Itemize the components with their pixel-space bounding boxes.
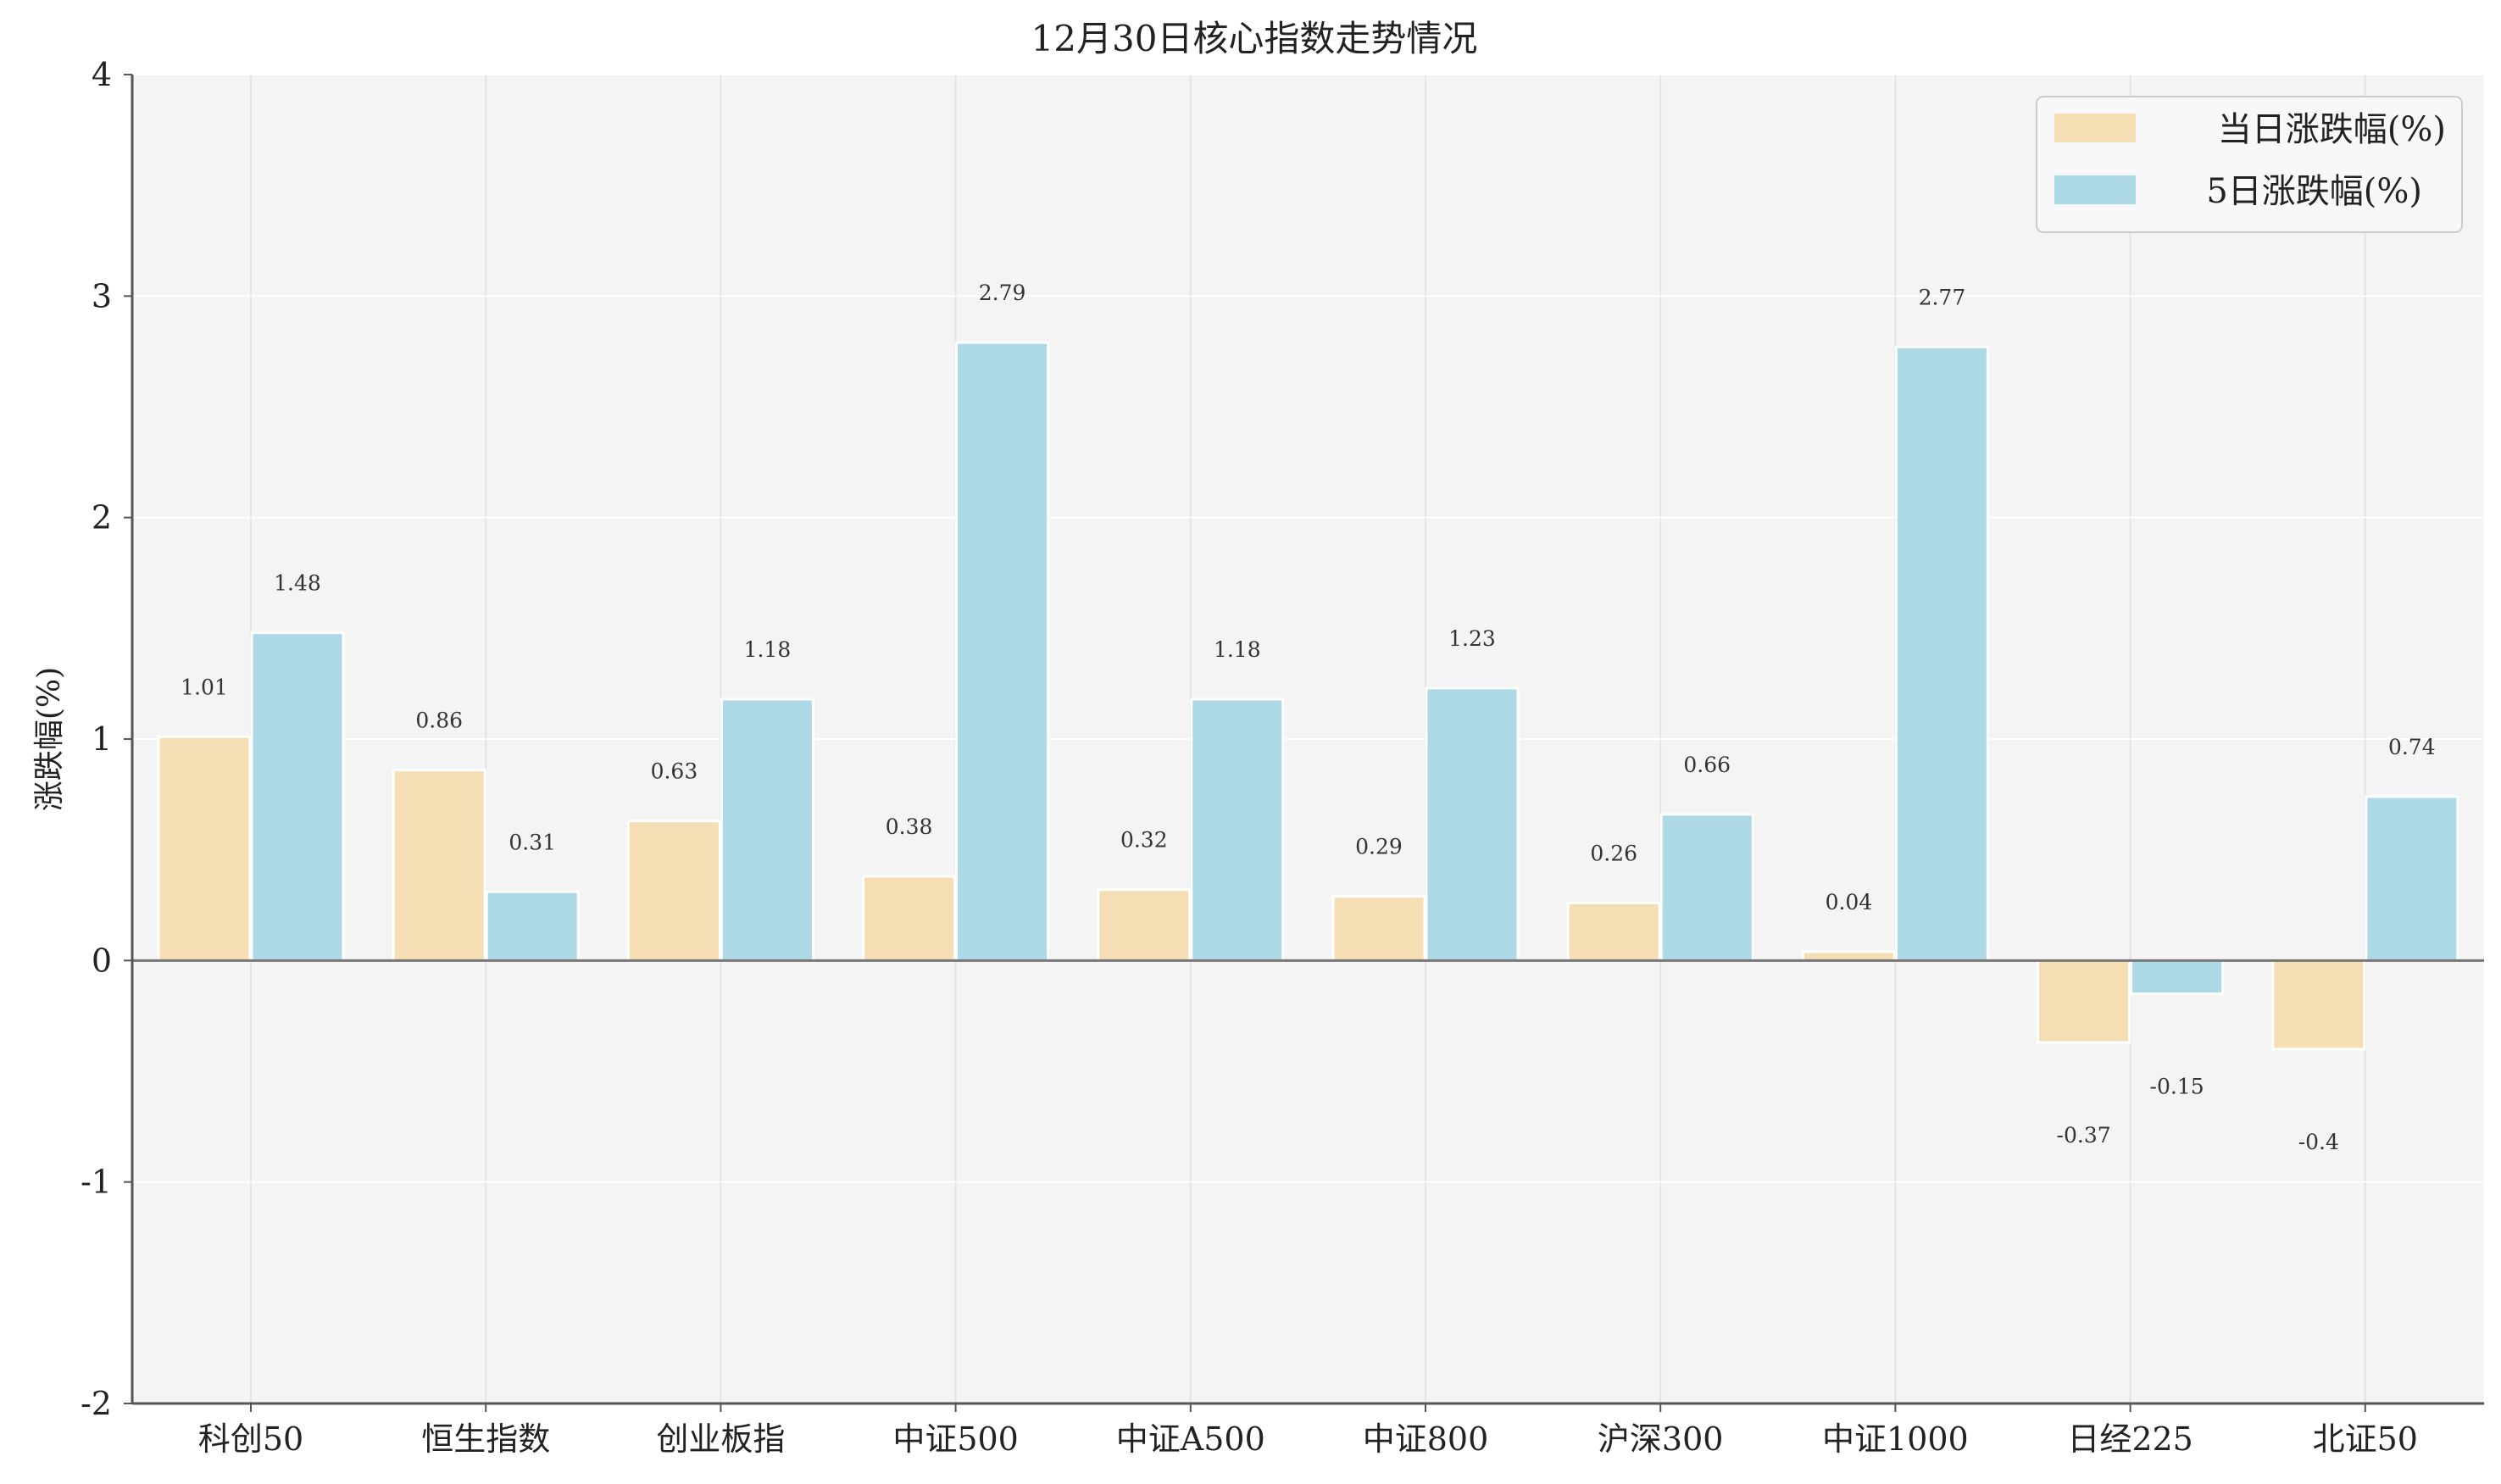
y-tick-label: 1 — [92, 720, 112, 758]
data-label-daily-change: 0.86 — [415, 709, 463, 733]
data-label-five-day-change: 2.77 — [1919, 285, 1966, 309]
data-label-daily-change: 0.38 — [886, 814, 933, 839]
bar-daily-change — [626, 820, 721, 962]
y-tick-label: 3 — [92, 277, 112, 314]
y-tick-label: 2 — [92, 499, 112, 536]
x-tick-label: 日经225 — [2067, 1420, 2193, 1458]
x-tick-label: 中证A500 — [1116, 1420, 1265, 1458]
x-tick-label: 中证1000 — [1822, 1420, 1969, 1458]
axes-layer — [124, 74, 2484, 1412]
y-tick-label: -1 — [81, 1164, 112, 1201]
data-label-five-day-change: 0.66 — [1683, 753, 1731, 777]
bar-daily-change — [2037, 959, 2131, 1044]
bar-five-day-change — [485, 890, 580, 962]
bar-daily-change — [1566, 901, 1661, 962]
y-tick-label: -2 — [81, 1385, 112, 1422]
y-tick-label: 4 — [92, 56, 112, 93]
data-label-five-day-change: 0.31 — [509, 830, 556, 854]
x-tick-label: 中证500 — [892, 1420, 1019, 1458]
data-label-five-day-change: -0.15 — [2150, 1075, 2204, 1099]
x-tick-label: 沪深300 — [1598, 1420, 1724, 1458]
bar-daily-change — [157, 735, 252, 962]
tick-labels-layer: -2 -1 0 1 2 3 4 科创50 恒生指数 创业板指 中证500 中证A500 中证800 沪深3… — [81, 56, 2418, 1458]
legend-swatch-daily-change — [2054, 114, 2136, 142]
bar-daily-change — [862, 875, 957, 962]
legend-label-five-day-change: 5日涨跌幅(%) — [2206, 172, 2422, 211]
x-tick-label: 科创50 — [198, 1420, 303, 1458]
data-label-five-day-change: 1.18 — [1214, 637, 1261, 662]
legend: 当日涨跌幅(%) 5日涨跌幅(%) — [2036, 96, 2463, 233]
bar-five-day-change — [955, 341, 1050, 962]
bar-five-day-change — [1659, 813, 1754, 962]
legend-box — [2036, 96, 2463, 233]
data-label-daily-change: 0.26 — [1590, 841, 1637, 865]
bars-layer — [157, 341, 2459, 1051]
data-label-daily-change: -0.4 — [2298, 1130, 2339, 1154]
y-axis-label: 涨跌幅(%) — [32, 667, 67, 811]
grid-layer — [132, 74, 2484, 1403]
x-tick-label: 创业板指 — [656, 1420, 785, 1458]
y-tick-label: 0 — [92, 942, 112, 979]
data-label-five-day-change: 1.23 — [1448, 626, 1496, 651]
data-label-daily-change: 0.63 — [651, 759, 698, 784]
data-label-five-day-change: 0.74 — [2388, 735, 2436, 759]
legend-label-daily-change: 当日涨跌幅(%) — [2218, 110, 2446, 149]
bar-five-day-change — [720, 698, 814, 962]
bar-daily-change — [392, 769, 486, 962]
bar-five-day-change — [1894, 345, 1989, 962]
data-labels-layer: 1.01 1.48 0.86 0.31 0.63 1.18 0.38 2.79 0.32 1.18… — [181, 281, 2435, 1154]
chart-title: 12月30日核心指数走势情况 — [1031, 18, 1478, 59]
x-tick-label: 北证50 — [2313, 1420, 2418, 1458]
bar-five-day-change — [2365, 795, 2459, 962]
bar-daily-change — [2271, 959, 2366, 1051]
data-label-daily-change: 0.04 — [1826, 890, 1873, 914]
data-label-daily-change: 1.01 — [181, 675, 228, 699]
bar-daily-change — [1801, 950, 1896, 962]
data-label-five-day-change: 1.18 — [744, 637, 792, 662]
x-tick-label: 恒生指数 — [421, 1420, 550, 1458]
data-label-daily-change: 0.32 — [1120, 828, 1168, 853]
bar-five-day-change — [1190, 698, 1285, 962]
bar-five-day-change — [1425, 686, 1520, 962]
bar-five-day-change — [250, 631, 345, 962]
legend-swatch-five-day-change — [2054, 175, 2136, 204]
data-label-daily-change: -0.37 — [2057, 1123, 2111, 1148]
data-label-daily-change: 0.29 — [1355, 835, 1403, 859]
bar-five-day-change — [2130, 959, 2225, 996]
x-tick-label: 中证800 — [1363, 1420, 1489, 1458]
bar-daily-change — [1331, 895, 1426, 962]
bar-daily-change — [1097, 888, 1192, 962]
data-label-five-day-change: 1.48 — [274, 571, 321, 596]
data-label-five-day-change: 2.79 — [979, 281, 1026, 305]
